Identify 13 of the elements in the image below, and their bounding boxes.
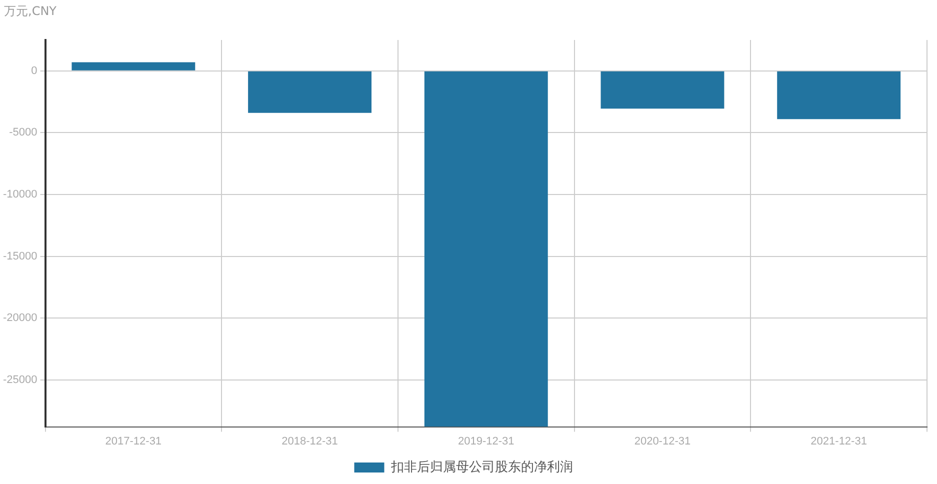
y-axis-title: 万元,CNY bbox=[4, 4, 58, 18]
x-tick-label: 2021-12-31 bbox=[810, 435, 867, 448]
y-tick-label: -10000 bbox=[2, 188, 38, 201]
legend-label: 扣非后归属母公司股东的净利润 bbox=[390, 459, 573, 474]
x-tick-label: 2019-12-31 bbox=[458, 435, 514, 448]
y-tick-label: -25000 bbox=[2, 374, 38, 386]
x-tick-label: 2018-12-31 bbox=[282, 435, 338, 448]
y-tick-label: -15000 bbox=[2, 250, 38, 262]
y-tick-label: 0 bbox=[31, 64, 38, 77]
x-tick-label: 2020-12-31 bbox=[634, 435, 691, 448]
x-tick-label: 2017-12-31 bbox=[105, 435, 162, 448]
y-tick-label: -20000 bbox=[2, 312, 38, 324]
y-tick-label: -5000 bbox=[9, 126, 38, 139]
